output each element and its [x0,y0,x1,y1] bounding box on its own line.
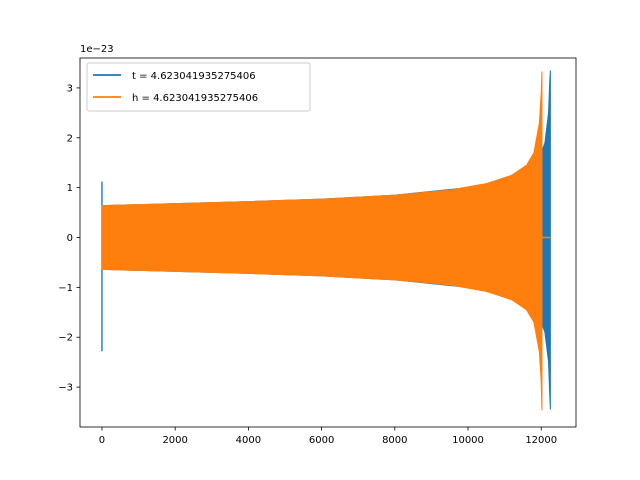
y-axis-ticks: −3 −2 −1 0 1 2 3 [58,83,80,394]
y-offset-label: 1e−23 [80,44,114,55]
x-axis-ticks: 0 2000 4000 6000 8000 10000 12000 [99,427,557,446]
y-tick-label: 3 [67,83,73,94]
legend-label-t: t = 4.623041935275406 [132,71,256,82]
legend-box [86,62,311,112]
series-1-envelope [101,71,543,411]
x-tick-label: 8000 [382,435,407,446]
x-tick-label: 6000 [309,435,334,446]
legend: t = 4.623041935275406 h = 4.623041935275… [86,62,311,112]
axes-frame [79,57,577,428]
series-layer [101,70,552,411]
x-tick-label: 10000 [452,435,484,446]
x-tick-label: 2000 [162,435,187,446]
y-tick-label: −2 [58,333,73,344]
x-tick-label: 0 [99,435,105,446]
x-tick-label: 4000 [236,435,261,446]
y-tick-label: 2 [67,133,73,144]
y-tick-label: 1 [67,183,73,194]
x-tick-label: 12000 [525,435,557,446]
legend-label-h: h = 4.623041935275406 [132,93,258,104]
y-tick-label: −3 [58,383,73,394]
y-tick-label: −1 [58,283,73,294]
y-tick-label: 0 [67,233,73,244]
